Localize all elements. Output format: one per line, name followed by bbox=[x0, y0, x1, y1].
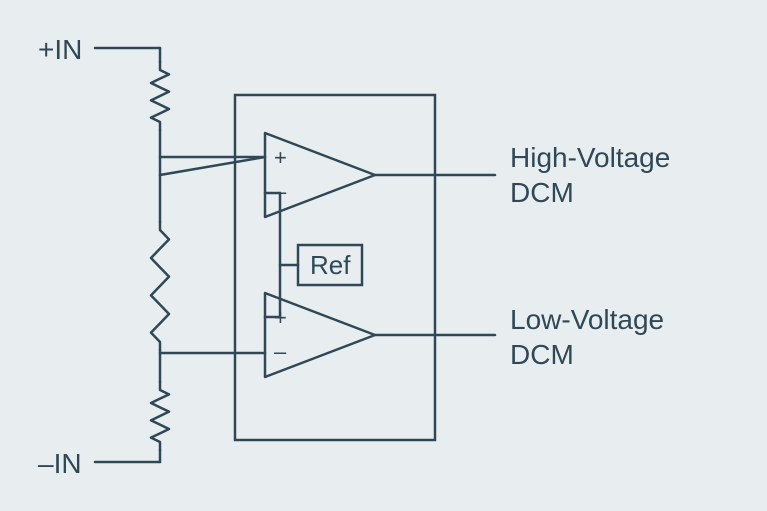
comp-high-minus: – bbox=[274, 178, 286, 206]
high-voltage-label: High-Voltage DCM bbox=[510, 140, 670, 210]
resistor-r2 bbox=[151, 222, 169, 350]
input-minus-label: –IN bbox=[38, 446, 82, 481]
low-voltage-label: Low-Voltage DCM bbox=[510, 302, 664, 372]
comp-high-plus: + bbox=[274, 144, 287, 172]
input-plus-label: +IN bbox=[38, 32, 82, 67]
resistor-r3 bbox=[151, 382, 169, 450]
resistor-r1 bbox=[151, 62, 169, 130]
comp-low-plus: + bbox=[274, 304, 287, 332]
ref-label: Ref bbox=[310, 249, 350, 282]
comp-low-minus: – bbox=[274, 338, 286, 366]
